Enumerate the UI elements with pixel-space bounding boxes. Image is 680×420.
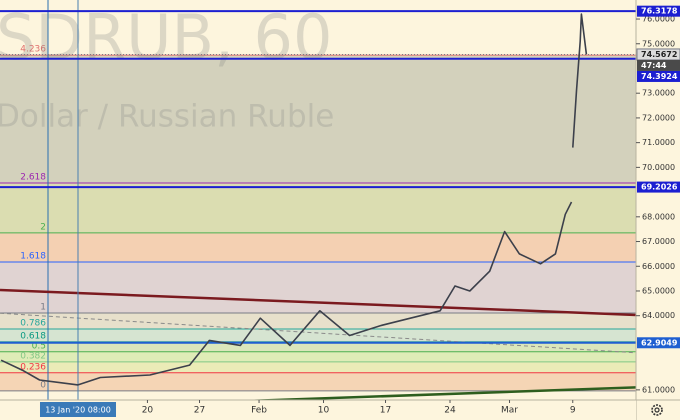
price-label: 74.5672 (641, 50, 677, 59)
fib-label: 4.236 (20, 45, 46, 55)
fib-zone (0, 372, 636, 391)
y-tick-label: 67.0000 (642, 237, 675, 246)
fib-zone (0, 55, 636, 183)
x-tick-label: 10 (318, 406, 330, 416)
fib-label: 0.5 (32, 341, 46, 351)
fib-label: 0.786 (20, 319, 46, 329)
price-label-box (637, 337, 680, 349)
trend-line (0, 312, 637, 354)
x-tick-label: 27 (194, 406, 205, 416)
trend-line (0, 288, 637, 317)
fib-zone (0, 262, 636, 313)
time-axis (0, 400, 636, 420)
y-tick-label: 66.0000 (642, 262, 675, 271)
x-tick-label: 9 (570, 406, 576, 416)
crosshair-label-box (39, 402, 116, 417)
fib-zone (0, 351, 636, 362)
y-tick-label: 61.0000 (642, 385, 675, 394)
y-tick-label: 64.0000 (642, 311, 675, 320)
price-label: 47:44 (641, 61, 667, 70)
fib-zone (0, 182, 636, 233)
settings-icon[interactable] (651, 404, 663, 416)
watermark-symbol: SDRUB, 60 (0, 1, 332, 74)
fib-zone (0, 329, 636, 342)
y-tick-label: 72.0000 (642, 113, 675, 122)
x-tick-label: Mar (501, 406, 518, 416)
fib-label: 1.618 (20, 252, 46, 262)
price-label: 76.3178 (641, 7, 678, 16)
price-label: 74.3924 (641, 72, 678, 81)
fib-zone (0, 341, 636, 352)
y-tick-label: 65.0000 (642, 286, 675, 295)
plot-area: 4.236 2.618 2 1.618 1 0.786 0.6180.50.3820.236… (0, 0, 637, 411)
fib-label: 2.618 (20, 172, 46, 182)
fib-label: 0.618 (20, 331, 46, 341)
fib-label: 1 (40, 302, 46, 312)
y-tick-label: 71.0000 (642, 138, 675, 147)
price-line-series (0, 201, 573, 386)
price-label-box (637, 181, 680, 193)
x-tick-label: 20 (142, 406, 154, 416)
y-tick-label: 76.0000 (642, 15, 675, 24)
fib-label: 0.236 (20, 362, 46, 372)
price-line-series (572, 13, 588, 148)
fib-label: 0.382 (20, 351, 46, 361)
price-label-box (637, 59, 680, 71)
price-label-box (637, 70, 680, 82)
y-tick-label: 70.0000 (642, 163, 675, 172)
fib-zone (0, 312, 636, 330)
x-tick-label: 24 (444, 406, 456, 416)
y-tick-label: 73.0000 (642, 89, 675, 98)
x-tick-label: Feb (251, 406, 267, 416)
price-label-box (637, 5, 680, 17)
watermark-description: Dollar / Russian Ruble (0, 99, 334, 135)
y-tick-label: 68.0000 (642, 212, 675, 221)
fib-label: 0 (40, 380, 46, 390)
price-label: 69.2026 (641, 183, 678, 192)
y-tick-label: 75.0000 (642, 39, 675, 48)
price-label: 62.9049 (641, 338, 678, 347)
fib-zone (0, 361, 636, 373)
fib-zone (0, 232, 636, 263)
x-tick-label: 17 (380, 406, 391, 416)
crosshair-label: 13 Jan '20 08:00 (45, 406, 111, 415)
fib-label: 2 (40, 222, 46, 232)
